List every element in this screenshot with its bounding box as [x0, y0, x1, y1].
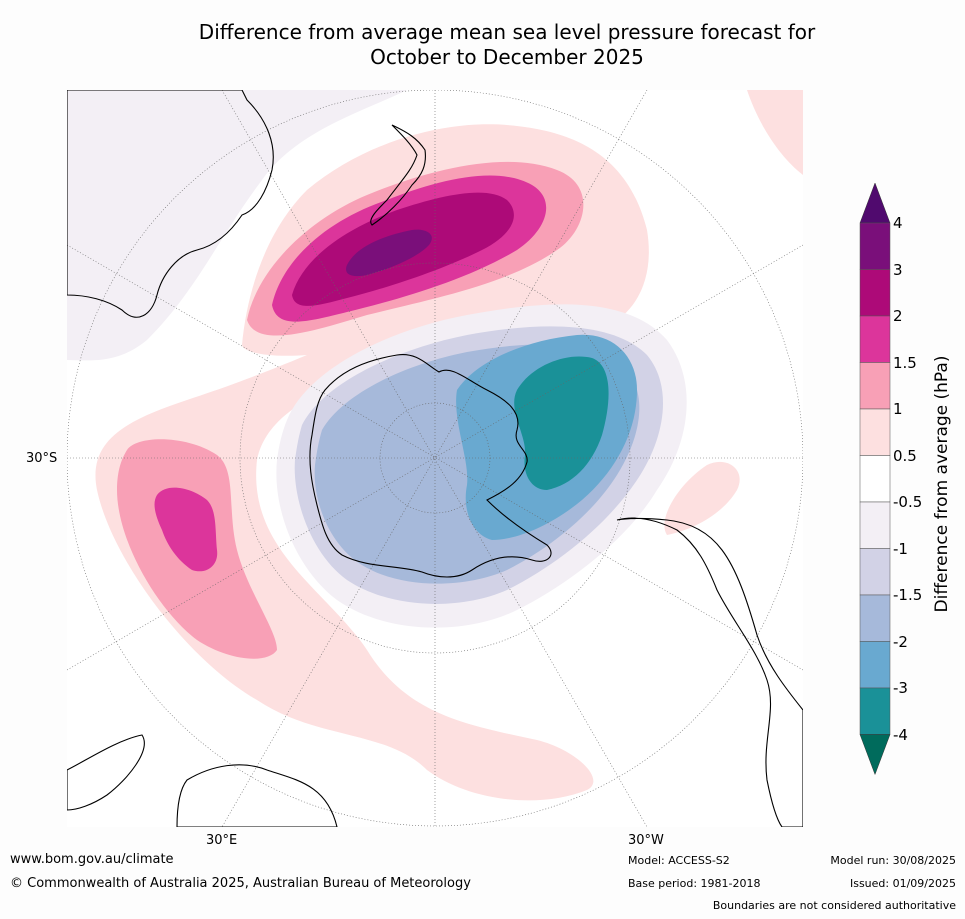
colorbar-segment — [859, 222, 891, 270]
colorbar-tick-label: 0.5 — [893, 446, 917, 465]
map-svg — [67, 90, 803, 827]
colorbar-over-triangle — [859, 182, 891, 224]
colorbar-tick-label: 1.5 — [893, 353, 917, 372]
colorbar-segment — [859, 687, 891, 735]
colorbar-segment — [859, 269, 891, 317]
region-low-3 — [514, 356, 609, 490]
colorbar-tick-label: -3 — [893, 679, 908, 697]
lat-label-30s: 30°S — [26, 451, 58, 466]
south-america-coast — [616, 517, 803, 827]
colorbar-segment — [859, 408, 891, 456]
chart-title: Difference from average mean sea level p… — [0, 20, 965, 70]
africa-coast — [67, 734, 338, 827]
colorbar-label: Difference from average (hPa) — [932, 355, 952, 613]
colorbar-segment — [859, 362, 891, 410]
colorbar-tick-label: 4 — [893, 214, 903, 232]
region-indian-15 — [154, 487, 218, 572]
colorbar-tick-label: -2 — [893, 632, 908, 651]
footer-copyright: © Commonwealth of Australia 2025, Austra… — [10, 876, 471, 891]
colorbar-segment — [859, 455, 891, 503]
australia-coast — [67, 90, 274, 318]
colorbar-segment — [859, 548, 891, 596]
polar-map — [67, 90, 803, 827]
footer-url[interactable]: www.bom.gov.au/climate — [10, 852, 174, 867]
colorbar-tick-label: 1 — [893, 400, 903, 418]
lon-label-30e: 30°E — [206, 833, 238, 848]
footer-model: Model: ACCESS-S2 — [628, 854, 730, 867]
new-zealand-coast — [370, 124, 426, 226]
footer-base-period: Base period: 1981-2018 — [628, 877, 761, 890]
footer-issued: Issued: 01/09/2025 — [849, 877, 956, 890]
graticule — [67, 90, 803, 827]
colorbar-tick-label: 3 — [893, 260, 903, 279]
coastlines — [67, 90, 803, 827]
colorbar — [859, 182, 891, 776]
colorbar-under-triangle — [859, 734, 891, 776]
region-pink-patagonia — [664, 461, 740, 535]
colorbar-tick-label: -1.5 — [893, 586, 923, 604]
colorbar-tick-label: -0.5 — [893, 493, 923, 511]
colorbar-segment — [859, 641, 891, 689]
colorbar-tick-label: -4 — [893, 725, 908, 744]
footer-disclaimer: Boundaries are not considered authoritat… — [712, 899, 956, 912]
title-line-2: October to December 2025 — [370, 45, 644, 69]
colorbar-segment — [859, 501, 891, 549]
colorbar-segment — [859, 594, 891, 642]
colorbar-segment — [859, 315, 891, 363]
footer-model-run: Model run: 30/08/2025 — [830, 854, 956, 867]
antarctica-coast — [309, 354, 552, 578]
region-pink-northeast — [747, 90, 803, 175]
region-nz-3 — [346, 229, 432, 277]
colorbar-tick-label: -1 — [893, 539, 908, 558]
lon-label-30w: 30°W — [628, 833, 664, 848]
title-line-1: Difference from average mean sea level p… — [198, 20, 816, 44]
region-lilac-northwest — [67, 90, 407, 361]
colorbar-tick-label: 2 — [893, 307, 903, 325]
